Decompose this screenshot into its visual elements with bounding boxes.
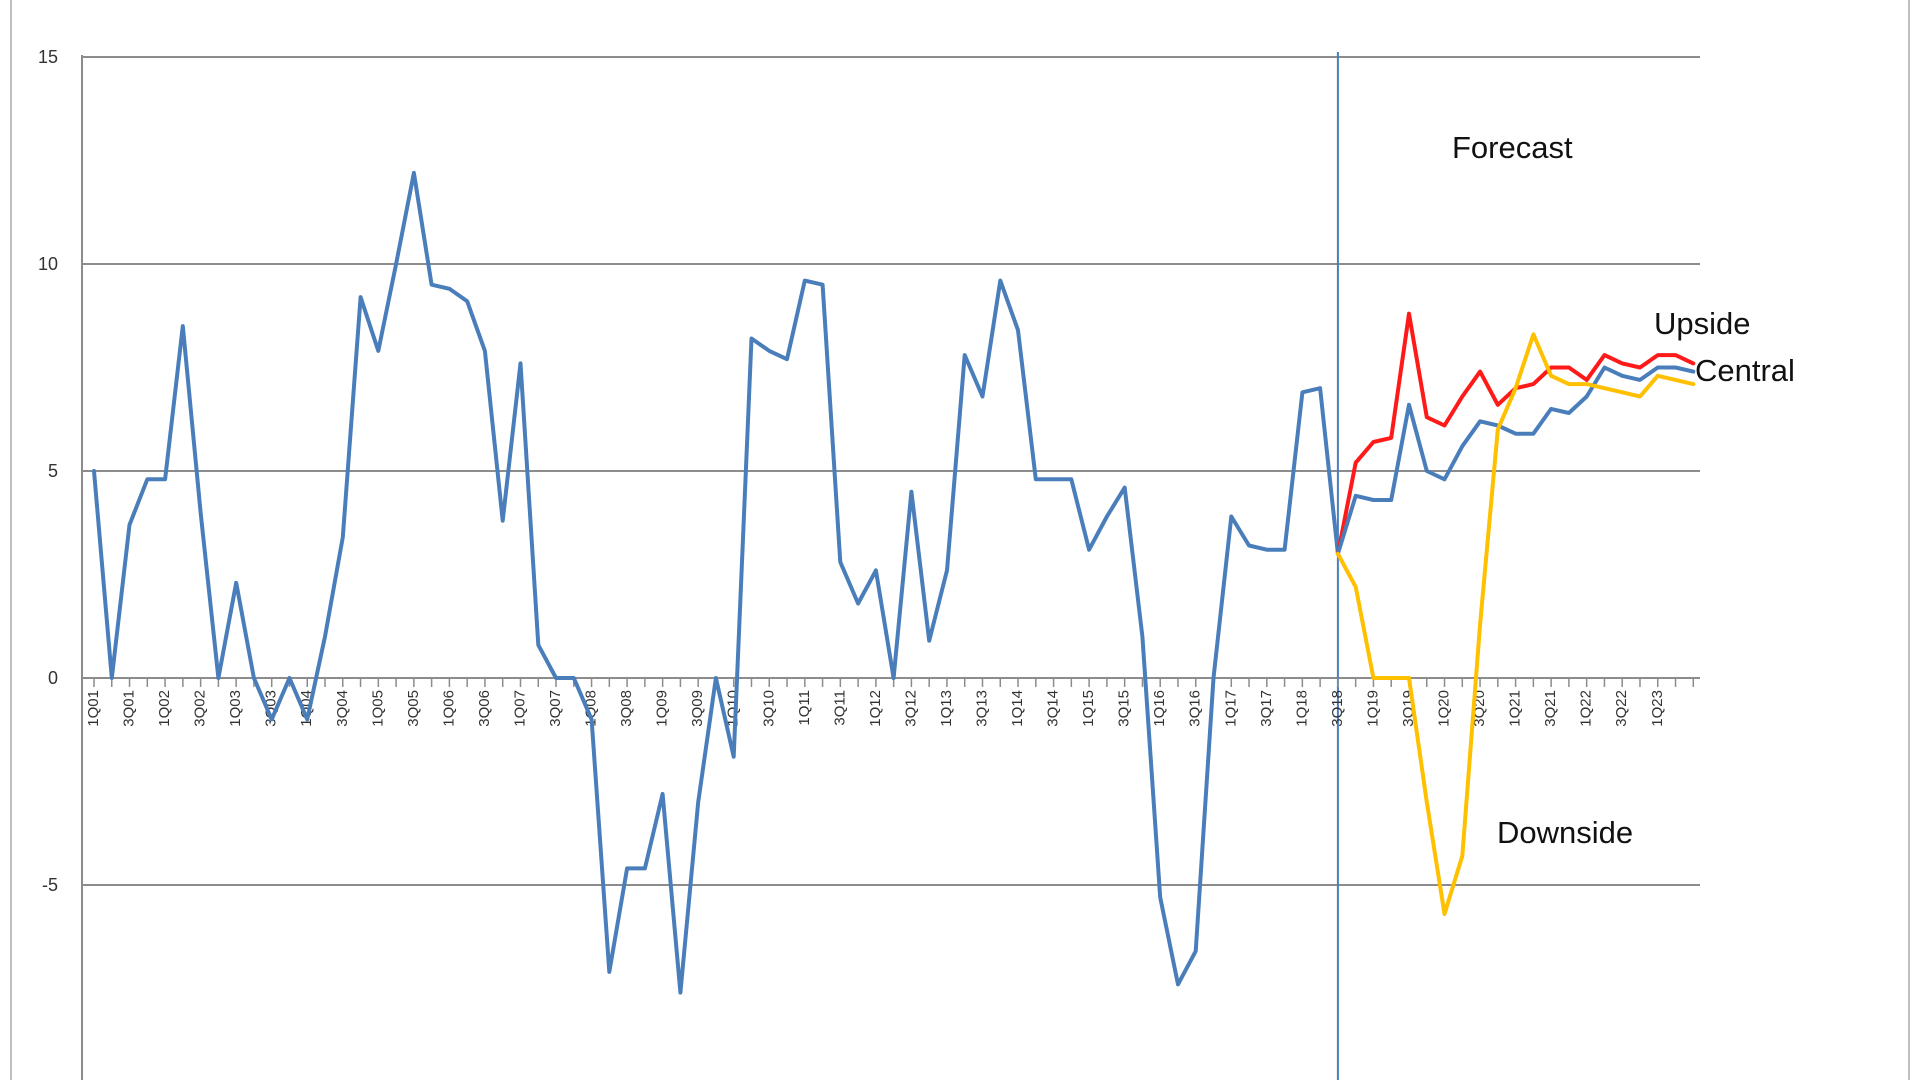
x-tick-label: 3Q16 (1187, 690, 1204, 727)
x-tick-label: 1Q05 (369, 690, 386, 727)
x-tick-label: 1Q11 (796, 690, 813, 726)
x-tick-label: 1Q06 (440, 690, 457, 727)
x-tick-label: 3Q10 (760, 690, 777, 727)
x-tick-label: 1Q15 (1080, 690, 1097, 727)
x-tick-labels: 1Q01 3Q01 1Q02 3Q02 1Q03 3Q03 1Q04 3Q04 1Q05 3Q05… (85, 690, 1666, 727)
x-tick-label: 1Q08 (583, 690, 600, 727)
x-tick-label: 1Q22 (1578, 690, 1595, 727)
x-tick-label: 3Q03 (263, 690, 280, 727)
x-tick-label: 3Q09 (689, 690, 706, 727)
x-tick-label: 3Q22 (1613, 690, 1630, 727)
x-tick-label: 3Q18 (1329, 690, 1346, 727)
x-tick-label: 1Q07 (511, 690, 528, 727)
x-tick-label: 3Q14 (1045, 690, 1062, 727)
historical-series-line (92, 170, 1340, 995)
x-tick-label: 1Q02 (156, 690, 173, 727)
y-tick-label: 5 (48, 461, 58, 481)
x-tick-label: 3Q12 (902, 690, 919, 727)
y-tick-label: 10 (38, 254, 58, 274)
x-tick-label: 1Q23 (1649, 690, 1666, 727)
x-tick-label: 3Q02 (192, 690, 209, 727)
x-tick-label: 3Q08 (618, 690, 635, 727)
axes (81, 52, 1700, 1080)
x-tick-label: 3Q15 (1116, 690, 1133, 727)
y-tick-label: -5 (42, 875, 58, 895)
x-tick-label: 1Q19 (1364, 690, 1381, 727)
x-tick-label: 3Q21 (1542, 690, 1559, 727)
x-tick-label: 3Q13 (974, 690, 991, 727)
downside-series-line (1335, 332, 1696, 916)
x-tick-label: 3Q07 (547, 690, 564, 727)
x-tick-label: 1Q12 (867, 690, 884, 727)
y-tick-label: 15 (38, 47, 58, 67)
x-tick-label: 3Q01 (121, 690, 138, 727)
forecast-annotation: Forecast (1452, 130, 1573, 165)
chart-left-border (10, 0, 12, 1080)
x-tick-label: 3Q06 (476, 690, 493, 727)
x-tick-label: 3Q05 (405, 690, 422, 727)
x-tick-label: 1Q16 (1151, 690, 1168, 727)
x-tick-label: 1Q01 (85, 690, 102, 727)
x-tick-label: 1Q20 (1436, 690, 1453, 727)
x-tick-label: 1Q18 (1293, 690, 1310, 727)
x-tick-label: 1Q17 (1222, 690, 1239, 727)
x-tick-label: 3Q17 (1258, 690, 1275, 727)
x-tick-label: 3Q04 (334, 690, 351, 727)
annotations: Forecast Upside Central Downside (1452, 130, 1795, 850)
central-series-line (1335, 365, 1696, 556)
central-annotation: Central (1695, 353, 1795, 388)
downside-annotation: Downside (1497, 815, 1633, 850)
upside-annotation: Upside (1654, 306, 1751, 341)
x-tick-label: 1Q13 (938, 690, 955, 727)
gridlines (82, 56, 1700, 886)
x-tick-label: 3Q11 (831, 690, 848, 726)
series-lines (92, 170, 1696, 995)
x-tick-label: 1Q03 (227, 690, 244, 727)
chart-right-border (1908, 0, 1910, 1080)
y-tick-label: 0 (48, 668, 58, 688)
x-tick-label: 1Q09 (654, 690, 671, 727)
x-tick-label: 1Q21 (1507, 690, 1524, 727)
x-tick-label: 1Q14 (1009, 690, 1026, 727)
